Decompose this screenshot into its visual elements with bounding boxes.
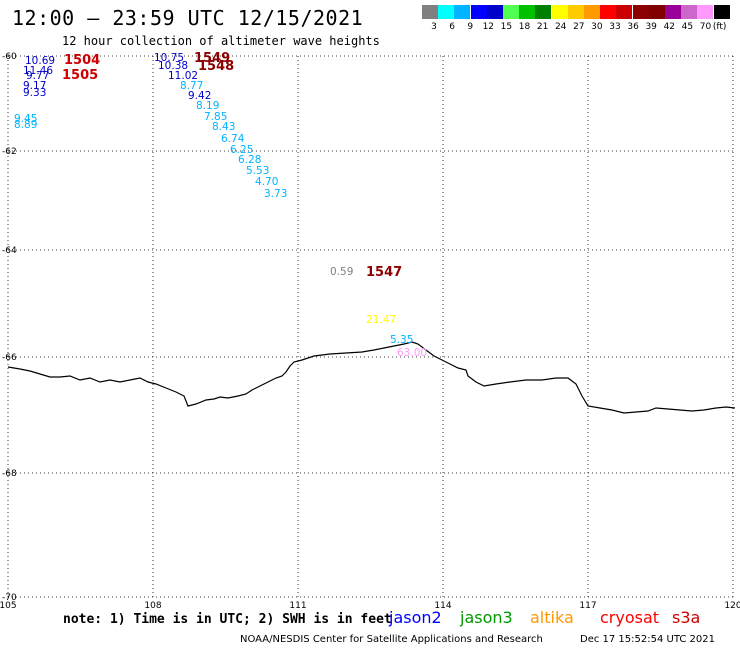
pass-id-label: 1504 <box>64 53 100 68</box>
satellite-name: altika <box>530 608 574 627</box>
legend-label: 42 <box>663 22 676 32</box>
wave-height-value: 8.89 <box>14 119 37 131</box>
wave-height-value: 9.17 <box>23 80 46 92</box>
lat-lon-grid <box>7 55 734 598</box>
satellite-name: jason3 <box>460 608 513 627</box>
wave-height-value: 5.35 <box>390 334 413 346</box>
wave-height-value: 11.46 <box>23 65 53 77</box>
legend-label: 33 <box>609 22 621 32</box>
wave-height-value: 5.53 <box>246 165 269 177</box>
footer-note: note: 1) Time is in UTC; 2) SWH is in fe… <box>63 612 392 627</box>
legend-label: 6 <box>449 22 455 32</box>
wave-height-value: 8.77 <box>180 80 203 92</box>
legend-unit: (ft) <box>712 22 727 32</box>
lon-tick-label: 120 <box>724 601 740 610</box>
lat-tick-label: -70 <box>2 593 17 603</box>
lon-tick-label: 114 <box>434 601 451 610</box>
lon-tick-label: 117 <box>579 601 596 610</box>
legend-label: 27 <box>573 22 585 32</box>
lon-tick-label: 108 <box>144 601 161 610</box>
wave-height-value: 11.02 <box>168 70 198 82</box>
lat-tick-label: -66 <box>2 353 17 363</box>
lat-tick-label: -62 <box>2 147 17 157</box>
legend-label: 12 <box>482 22 495 32</box>
wave-height-value: 0.59 <box>330 266 353 278</box>
lat-tick-label: -60 <box>2 52 17 62</box>
legend-label: 21 <box>536 22 549 32</box>
generation-timestamp: Dec 17 15:52:54 UTC 2021 <box>580 634 715 645</box>
legend-label: 30 <box>591 22 603 32</box>
lat-tick-label: -68 <box>2 469 17 479</box>
wave-height-value: 8.43 <box>212 121 235 133</box>
legend-label: 3 <box>431 22 437 32</box>
pass-id-label: 1548 <box>198 59 234 74</box>
legend-label: 15 <box>500 22 513 32</box>
legend-label: 39 <box>645 22 657 32</box>
wave-height-value: 9.45 <box>14 113 37 125</box>
wave-height-value: 9.77 <box>26 70 49 82</box>
legend-swatch <box>713 5 731 19</box>
lat-tick-label: -64 <box>2 246 17 256</box>
legend-label: 18 <box>518 22 531 32</box>
wave-height-value: 21.47 <box>366 314 396 326</box>
legend-label: 45 <box>681 22 694 32</box>
map-title: 12:00 – 23:59 UTC 12/15/2021 <box>12 6 364 30</box>
pass-id-label: 1505 <box>62 68 98 83</box>
wave-height-value: 3.73 <box>264 188 287 200</box>
wave-height-value: 6.25 <box>230 144 253 156</box>
satellite-name: jason2 <box>389 608 442 627</box>
wave-height-value: 10.38 <box>158 60 188 72</box>
wave-height-value: 10.69 <box>25 55 55 67</box>
wave-height-value: 4.70 <box>255 176 278 188</box>
wave-height-value: 6.74 <box>221 133 245 145</box>
altimeter-map: 105 108 111 114 117 120 -60 -62 -64 -66 -68 -70 10.… <box>0 51 740 610</box>
axis-tick-labels: 105 108 111 114 117 120 -60 -62 -64 -66 -68 -70 <box>0 52 740 610</box>
legend-label: 36 <box>627 22 639 32</box>
wave-height-value: 63.00 <box>397 347 427 359</box>
satellite-name: cryosat <box>600 608 660 627</box>
legend-label: 70 <box>699 22 712 32</box>
lon-tick-label: 111 <box>289 601 306 610</box>
wave-height-value: 6.28 <box>238 154 261 166</box>
wave-height-value: 9.33 <box>23 87 46 99</box>
legend-label: 9 <box>467 22 474 32</box>
lon-tick-label: 105 <box>0 601 17 610</box>
satellite-name: s3a <box>672 608 701 627</box>
map-subtitle: 12 hour collection of altimeter wave hei… <box>62 34 380 48</box>
wave-height-value: 8.19 <box>196 100 219 112</box>
pass-id-label: 1549 <box>194 51 230 66</box>
legend-label: 24 <box>554 22 567 32</box>
wave-height-value: 7.85 <box>204 111 227 123</box>
wave-height-value: 9.42 <box>188 90 211 102</box>
pass-id-label: 1547 <box>366 265 402 280</box>
antarctic-coastline <box>7 341 736 414</box>
credit-line: NOAA/NESDIS Center for Satellite Applica… <box>240 634 543 645</box>
wave-height-value: 10.75 <box>154 52 184 64</box>
